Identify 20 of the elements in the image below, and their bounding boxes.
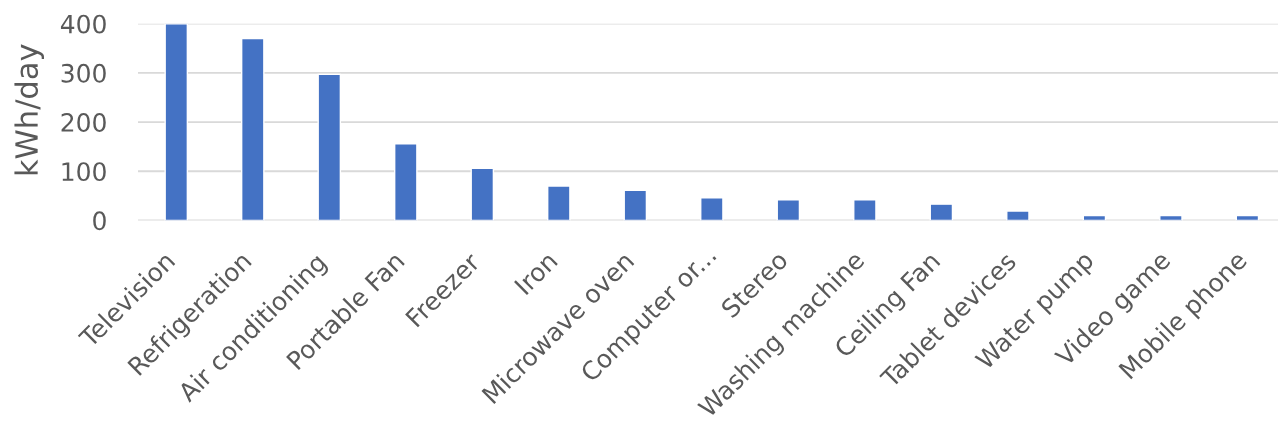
bar: [393, 142, 418, 221]
bar: [1006, 210, 1030, 221]
y-tick-label: 100: [62, 162, 106, 182]
y-tick-label: 300: [61, 63, 106, 83]
y-tick-label: 0: [93, 211, 106, 231]
bar: [623, 189, 648, 221]
bar: [1159, 214, 1183, 221]
bar: [317, 73, 342, 221]
bar: [776, 199, 801, 221]
bar: [240, 37, 265, 221]
bar: [547, 185, 571, 221]
bar: [929, 203, 954, 221]
bar: [470, 167, 495, 221]
y-tick-label: 200: [61, 112, 106, 132]
x-tick-label: Iron: [514, 251, 559, 296]
bar: [853, 199, 877, 221]
bar: [700, 197, 724, 221]
y-axis-title: kWh/day: [14, 44, 44, 175]
bar: [164, 23, 189, 221]
y-tick-label: 400: [60, 14, 106, 34]
